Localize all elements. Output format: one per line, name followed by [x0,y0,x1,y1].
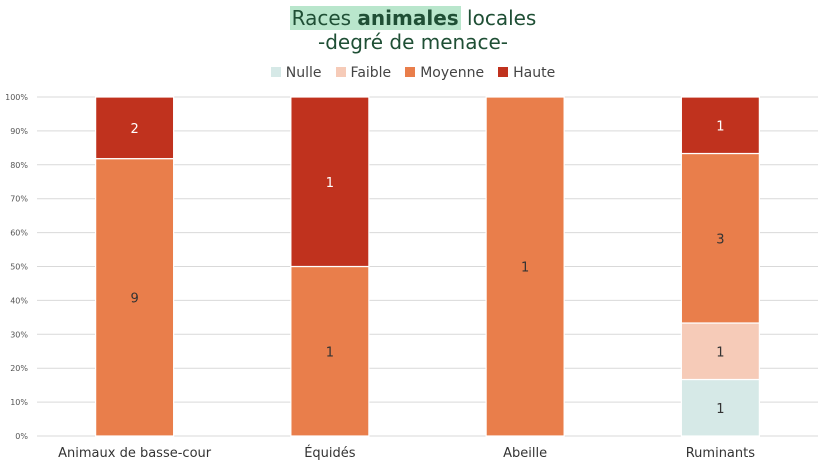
chart-title: Races animales locales -degré de menace- [0,6,826,54]
bar-segment-ruminants-haute [680,96,760,155]
chart-subtitle: -degré de menace- [318,30,508,54]
y-tick-label-9: 90% [10,127,28,136]
data-label-ruminants-faible: 1 [716,345,724,360]
title-highlight: Races animales [289,6,461,30]
y-tick-label-8: 80% [10,161,28,170]
data-label-ruminants-nulle: 1 [716,402,724,417]
legend-swatch-haute [498,67,509,77]
y-tick-label-0: 0% [15,432,28,441]
legend-item-faible: Faible [335,65,392,81]
data-label-animaux-de-basse-cour-moyenne: 9 [130,291,138,306]
legend-item-moyenne: Moyenne [405,65,484,81]
x-tick-label-equides: Équidés [304,445,356,461]
y-tick-label-10: 100% [5,93,28,102]
bar-segment-animaux-de-basse-cour-haute [95,96,175,160]
legend-item-nulle: Nulle [270,65,322,81]
legend-label-nulle: Nulle [285,65,322,81]
y-tick-label-7: 70% [10,195,28,204]
legend-swatch-nulle [270,67,281,77]
data-label-equides-moyenne: 1 [326,345,334,360]
title-part-races: Races [291,6,358,30]
y-tick-label-6: 60% [10,229,28,238]
x-tick-label-abeille: Abeille [503,446,547,461]
data-label-ruminants-haute: 1 [716,119,724,134]
bar-segment-equides-moyenne [290,265,370,437]
title-part-locales: locales [460,6,537,30]
data-label-abeille-moyenne: 1 [521,261,529,276]
title-line: Races animales locales [0,6,826,30]
data-label-animaux-de-basse-cour-haute: 2 [130,122,138,137]
y-tick-label-3: 30% [10,330,28,339]
data-label-ruminants-moyenne: 3 [716,232,724,247]
x-tick-label-ruminants: Ruminants [686,446,756,461]
legend-label-moyenne: Moyenne [420,65,485,81]
y-tick-label-2: 20% [10,364,28,373]
bar-segment-equides-haute [290,96,370,268]
legend-item-haute: Haute [498,65,555,81]
y-tick-label-1: 10% [10,398,28,407]
legend-label-faible: Faible [350,65,392,81]
bar-segment-ruminants-faible [680,322,760,381]
bar-segment-abeille-moyenne [485,96,565,437]
x-tick-label-animaux-de-basse-cour: Animaux de basse-cour [58,446,212,461]
legend: Nulle Faible Moyenne Haute [0,65,826,81]
bar-segment-ruminants-nulle [680,378,760,437]
legend-label-haute: Haute [513,65,556,81]
title-part-animales: animales [357,6,459,30]
y-tick-label-4: 40% [10,296,28,305]
legend-swatch-faible [335,67,346,77]
legend-swatch-moyenne [405,67,416,77]
y-tick-label-5: 50% [10,263,28,272]
data-label-equides-haute: 1 [326,176,334,191]
